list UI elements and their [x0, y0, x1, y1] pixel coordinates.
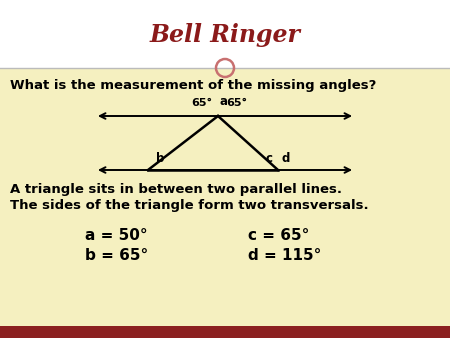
Text: d = 115°: d = 115°	[248, 248, 321, 264]
Text: c: c	[266, 152, 273, 165]
Text: d: d	[281, 152, 289, 165]
Text: A triangle sits in between two parallel lines.: A triangle sits in between two parallel …	[10, 184, 342, 196]
Text: a = 50°: a = 50°	[85, 227, 148, 242]
Text: 65°: 65°	[191, 98, 212, 108]
Text: Bell Ringer: Bell Ringer	[149, 23, 301, 47]
Text: b: b	[156, 152, 164, 165]
Text: The sides of the triangle form two transversals.: The sides of the triangle form two trans…	[10, 198, 369, 212]
Text: What is the measurement of the missing angles?: What is the measurement of the missing a…	[10, 78, 376, 92]
Text: b = 65°: b = 65°	[85, 248, 148, 264]
Text: c = 65°: c = 65°	[248, 227, 310, 242]
Text: 65°: 65°	[226, 98, 247, 108]
Bar	[0, 68, 450, 326]
Bar	[0, 0, 450, 68]
Bar	[0, 326, 450, 338]
Text: a: a	[220, 95, 228, 108]
